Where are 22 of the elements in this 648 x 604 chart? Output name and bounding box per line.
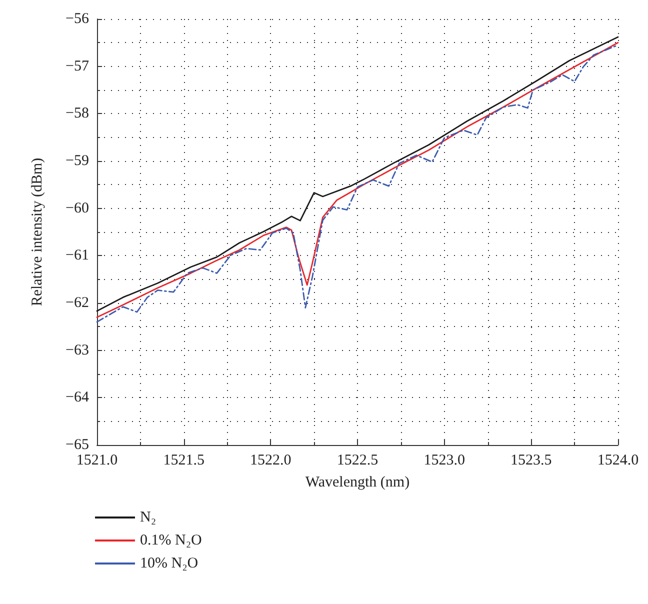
x-tick-label: 1521.0 — [76, 452, 118, 468]
y-tick-label: −60 — [66, 200, 89, 216]
x-axis-title: Wavelength (nm) — [305, 474, 410, 490]
y-tick-label: −64 — [66, 390, 90, 406]
y-tick-label: −57 — [66, 58, 90, 74]
y-tick-label: −63 — [66, 342, 89, 358]
x-tick-label: 1524.0 — [597, 452, 639, 468]
y-tick-label: −65 — [66, 437, 89, 453]
y-axis-title: Relative intensity (dBm) — [30, 158, 46, 306]
x-tick-label: 1522.0 — [250, 452, 292, 468]
y-tick-label: −62 — [66, 295, 89, 311]
x-tick-label: 1521.5 — [163, 452, 204, 468]
y-tick-label: −59 — [66, 153, 89, 169]
x-tick-label: 1523.5 — [510, 452, 552, 468]
y-tick-label: −56 — [66, 11, 90, 27]
legend-label: N₂ — [140, 510, 156, 526]
x-tick-label: 1522.5 — [336, 452, 378, 468]
y-tick-label: −61 — [66, 248, 89, 264]
y-tick-label: −58 — [66, 106, 89, 122]
legend-label: 10% N₂O — [140, 556, 198, 572]
x-tick-label: 1523.0 — [424, 452, 465, 468]
legend-label: 0.1% N₂O — [140, 532, 202, 548]
